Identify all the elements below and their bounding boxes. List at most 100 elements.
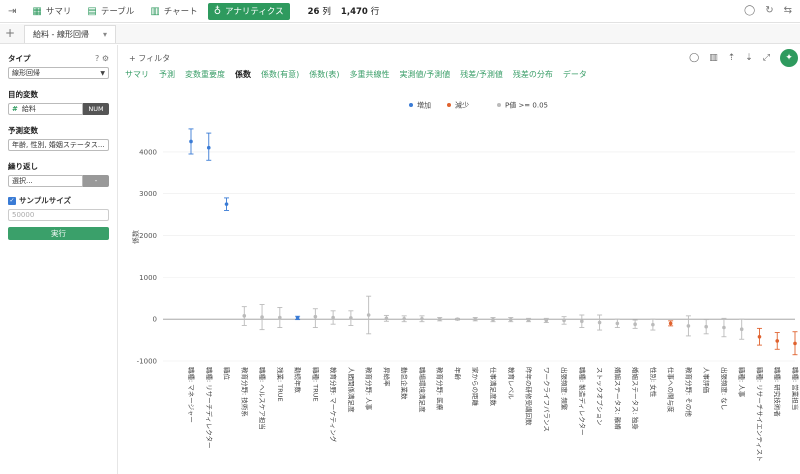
view-tab-1[interactable]: 予測 <box>159 70 175 79</box>
column-count: 26 列 <box>307 7 331 17</box>
coef-point <box>580 319 584 324</box>
coef-point <box>384 316 389 321</box>
collapse-sidebar-icon[interactable]: ⇥ <box>8 5 17 17</box>
add-tab-button[interactable]: + <box>4 26 16 40</box>
coef-point <box>704 324 708 329</box>
x-tick-label: 出張頻度: なし <box>720 367 729 410</box>
predictors-field[interactable]: 年齢, 性別, 婚姻ステータス... <box>8 139 109 151</box>
x-tick-label: 勤続年数 <box>294 367 303 394</box>
x-tick-label: 教育分野: 医療 <box>436 367 445 411</box>
legend-marker <box>447 103 451 107</box>
coef-point <box>455 317 460 321</box>
gear-icon[interactable]: ⚙ <box>101 54 109 63</box>
coef-point <box>278 315 282 320</box>
tab-summary[interactable]: ▦ サマリ <box>26 3 77 20</box>
coef-point <box>189 139 193 144</box>
coef-point <box>437 317 442 321</box>
coef-point <box>722 325 726 330</box>
x-tick-label: 職種: ヘルスケア担当 <box>258 367 267 430</box>
refresh-icon[interactable]: ↻ <box>765 5 774 16</box>
coef-point <box>775 339 780 343</box>
coef-point <box>668 321 673 326</box>
x-tick-label: 昨年の研修受講回数 <box>525 367 534 426</box>
type-select[interactable]: 線形回帰 ▼ <box>8 67 109 79</box>
comment-icon[interactable]: ◯ <box>689 53 700 63</box>
chart-legend: 増加 減少 P値 >= 0.05 <box>409 101 548 110</box>
legend-entry: P値 >= 0.05 <box>505 101 548 110</box>
x-tick-label: 家からの距離 <box>471 367 480 407</box>
chart-icon: ▥ <box>150 5 160 17</box>
summary-icon: ▦ <box>32 5 42 17</box>
target-variable-field[interactable]: # 給料 NUM <box>8 103 109 115</box>
view-tab-4[interactable]: 係数(有意) <box>261 70 300 79</box>
view-tab-3[interactable]: 係数 <box>235 70 251 79</box>
x-axis-labels: 職種: マネージャー 職種: リサーチディレクター 職位 教育分野: 技術系 職種: ヘ… <box>187 367 800 462</box>
pin-icon[interactable]: ✦ <box>780 49 798 67</box>
repeat-clear-button[interactable]: - <box>83 175 109 187</box>
download-icon[interactable]: ⇣ <box>745 53 753 63</box>
view-tab-9[interactable]: 残差の分布 <box>512 70 553 79</box>
coef-point <box>349 316 353 320</box>
view-tab-5[interactable]: 係数(表) <box>309 70 340 79</box>
view-tab-0[interactable]: サマリ <box>125 70 149 79</box>
coef-point <box>491 317 495 322</box>
coef-point <box>633 322 637 327</box>
coef-point <box>420 316 424 321</box>
help-icon[interactable]: ? <box>95 54 100 63</box>
y-tick-label: 4000 <box>139 148 157 156</box>
analysis-tab[interactable]: 給料 - 線形回帰 ▾ <box>24 25 116 43</box>
repeat-select[interactable]: 選択... <box>8 175 83 187</box>
sync-icon[interactable]: ⇆ <box>783 5 792 16</box>
view-tab-8[interactable]: 残差/予測値 <box>460 70 503 79</box>
x-tick-label: 職種: 人事 <box>738 367 747 398</box>
coef-point <box>651 322 655 327</box>
y-tick-label: 3000 <box>139 190 157 198</box>
x-tick-label: 出張頻度: 頻繁 <box>560 367 569 411</box>
analysis-tab-label: 給料 - 線形回帰 <box>33 30 89 39</box>
y-tick-label: 0 <box>153 316 157 324</box>
coef-point <box>793 341 797 346</box>
x-tick-label: ストックオプション <box>596 367 604 426</box>
view-tab-7[interactable]: 実測値/予測値 <box>399 70 451 79</box>
x-tick-label: 教育分野: マーケティング <box>329 367 338 443</box>
numeric-icon: # <box>12 105 18 113</box>
repeat-label: 繰り返し <box>8 162 38 171</box>
run-button[interactable]: 実行 <box>8 227 109 240</box>
x-tick-label: 職種: 製造ディレクター <box>578 367 587 436</box>
row-count: 1,470 行 <box>340 7 380 17</box>
coef-point <box>562 318 566 323</box>
repeat-field: 選択... - <box>8 175 109 187</box>
view-tab-2[interactable]: 変数重要度 <box>185 70 225 79</box>
view-tab-6[interactable]: 多重共線性 <box>349 70 390 79</box>
chevron-down-icon[interactable]: ▾ <box>102 30 107 39</box>
predictors-label: 予測変数 <box>8 126 38 135</box>
view-tab-10[interactable]: データ <box>562 70 587 79</box>
expand-icon[interactable]: ⤢ <box>762 53 770 63</box>
upload-icon[interactable]: ⇡ <box>727 53 736 63</box>
filter-button[interactable]: + フィルタ <box>129 54 171 63</box>
x-tick-label: 教育分野: その他 <box>684 367 693 417</box>
tab-table[interactable]: ▤ テーブル <box>81 3 140 20</box>
tab-analytics[interactable]: ♁ アナリティクス <box>207 2 290 20</box>
x-tick-label: 職場環境満足度 <box>418 367 427 413</box>
sample-size-checkbox[interactable]: ✓ サンプルサイズ <box>8 196 72 205</box>
comment-icon[interactable]: ◯ <box>744 5 756 16</box>
target-label: 目的変数 <box>8 90 38 99</box>
x-tick-label: 教育分野: 人事 <box>365 367 374 411</box>
sample-size-input[interactable]: 50000 <box>8 209 109 221</box>
coef-point <box>739 327 744 332</box>
y-tick-label: -1000 <box>137 358 157 366</box>
x-tick-label: 職種: リサーチサイエンティスト <box>755 367 764 462</box>
tab-chart[interactable]: ▥ チャート <box>144 3 203 20</box>
file-tab-row: + 給料 - 線形回帰 ▾ <box>0 24 800 44</box>
coef-point <box>757 334 762 339</box>
legend-marker <box>497 103 501 107</box>
coef-point <box>206 145 211 150</box>
table-icon: ▤ <box>87 5 97 17</box>
chart-marks <box>188 128 798 356</box>
x-tick-label: ワークライフバランス <box>542 367 550 432</box>
chart-type-icon[interactable]: ▥ <box>709 53 718 63</box>
legend-entry: 増加 <box>417 101 431 110</box>
coef-point <box>473 317 478 321</box>
x-tick-label: 教育レベル <box>507 367 516 400</box>
